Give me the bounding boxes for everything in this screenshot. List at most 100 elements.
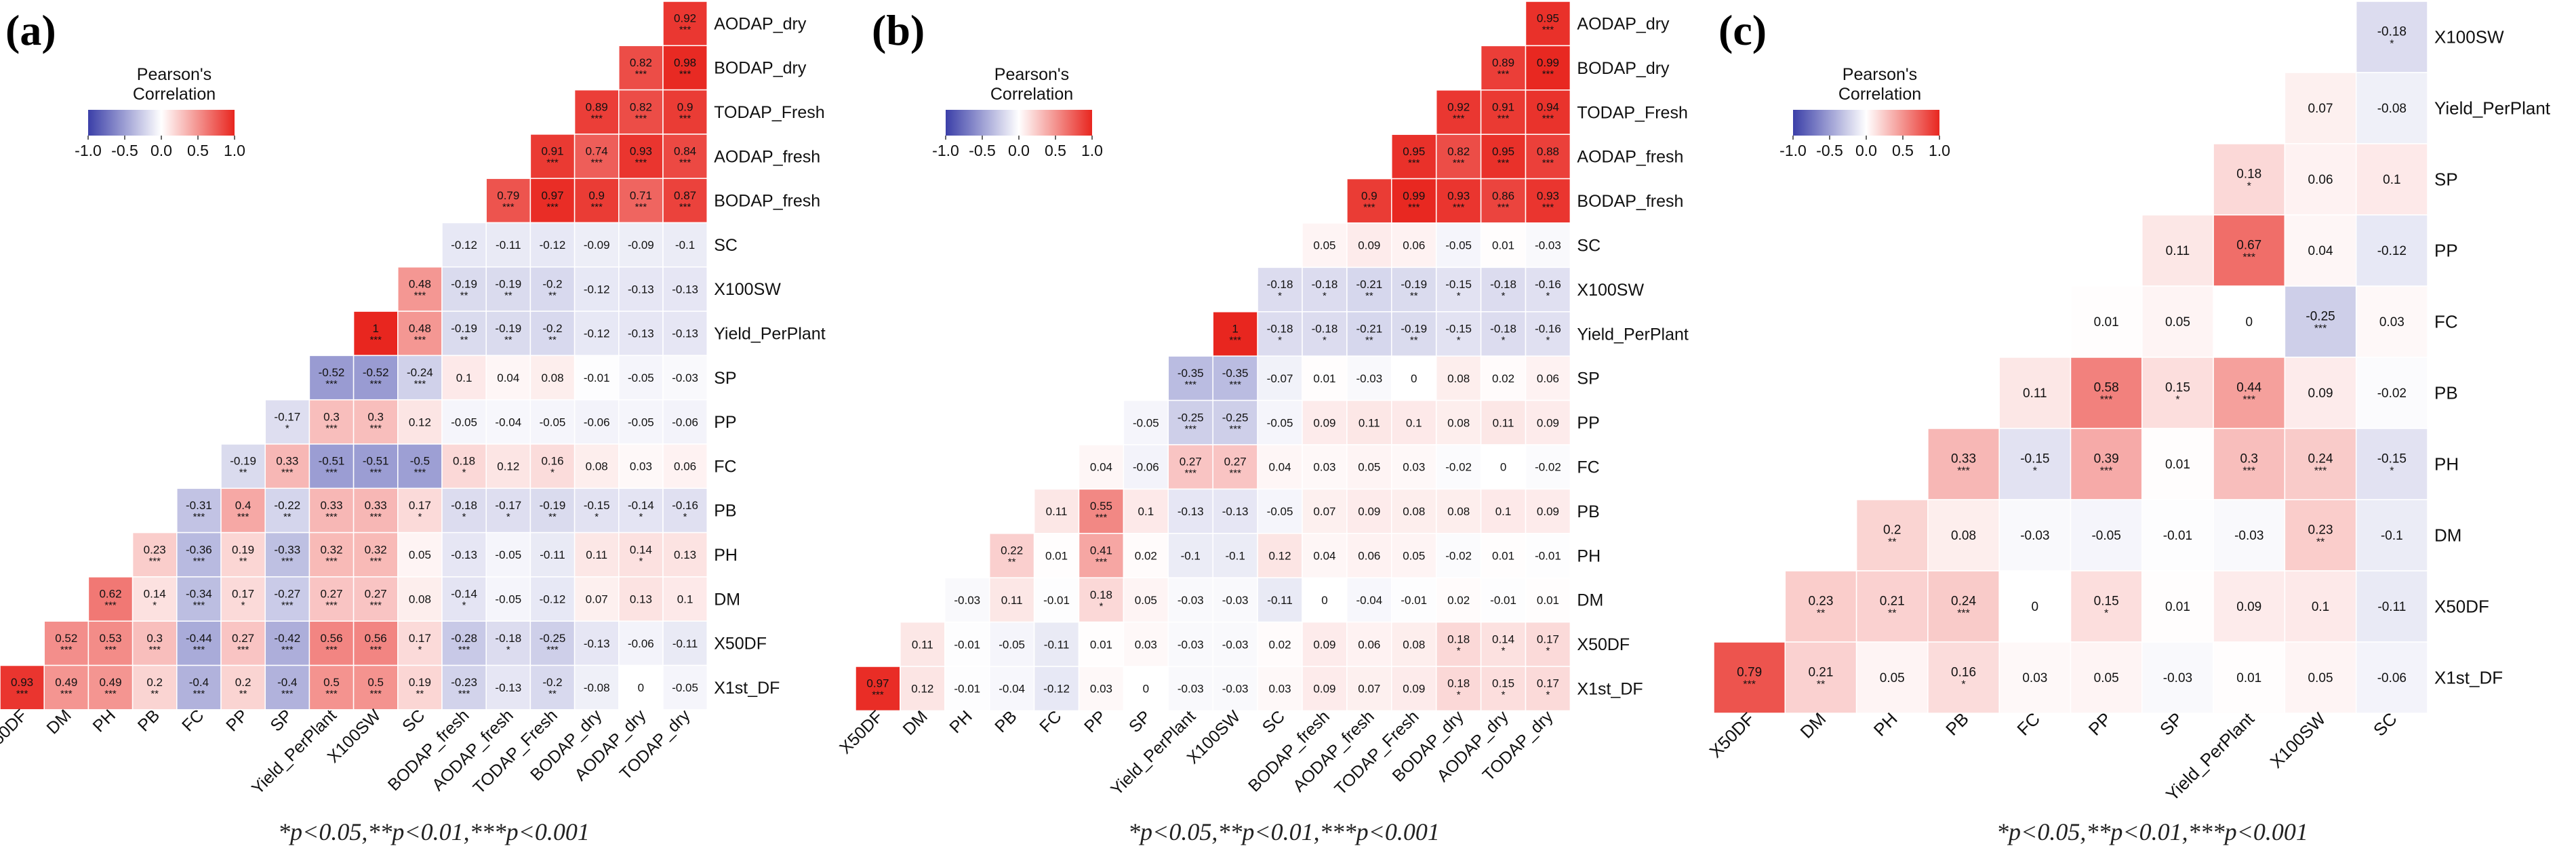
cell-value: 0.14 [144, 588, 166, 601]
cell-value: -0.13 [584, 637, 610, 650]
cell-value: -0.15 [2020, 452, 2049, 466]
cell-value: 0.03 [2379, 315, 2404, 329]
cell-value: -0.22 [274, 499, 300, 512]
row-label: X50DF [714, 635, 767, 654]
heatmap-cell [1525, 45, 1571, 91]
cell-significance: *** [193, 555, 205, 567]
row-label: BODAP_fresh [1577, 192, 1683, 211]
cell-value: -0.13 [672, 283, 698, 296]
cell-value: 0.05 [409, 548, 431, 561]
cell-significance: *** [1229, 335, 1241, 346]
heatmap-cell [618, 266, 664, 312]
cell-value: 0.1 [2383, 173, 2400, 187]
row-label: SC [714, 236, 738, 255]
row-label: Yield_PerPlant [2434, 98, 2551, 119]
column-label: SP [1125, 707, 1154, 736]
cell-significance: *** [1542, 68, 1554, 80]
cell-significance: *** [458, 644, 470, 656]
cell-value: -0.06 [1133, 461, 1159, 474]
heatmap-cell [1435, 577, 1482, 623]
cell-value: 0.93 [11, 676, 33, 689]
cell-significance: * [285, 422, 289, 434]
heatmap-cell [1525, 1, 1571, 47]
heatmap-cell [662, 355, 708, 401]
cell-value: 0.97 [866, 677, 889, 690]
heatmap-cell [308, 664, 355, 710]
cell-significance: *** [1184, 468, 1196, 479]
cell-value: -0.1 [2381, 529, 2403, 543]
cell-value: -0.05 [1445, 239, 1472, 252]
heatmap-cell [353, 443, 399, 489]
cell-value: -0.19 [1401, 323, 1427, 336]
cell-value: 0.11 [2023, 386, 2047, 401]
heatmap-cell [2355, 570, 2428, 643]
cell-value: -0.04 [495, 416, 521, 428]
cell-value: -0.05 [999, 638, 1025, 651]
cell-value: -0.42 [274, 632, 300, 645]
heatmap-cell [1346, 178, 1392, 224]
cell-value: -0.36 [186, 543, 212, 556]
heatmap-cell [2070, 285, 2143, 358]
row-label: FC [2434, 312, 2458, 332]
heatmap-cell [1435, 355, 1482, 401]
cell-significance: *** [369, 378, 382, 390]
heatmap-cell [176, 576, 222, 622]
heatmap-cell [441, 311, 487, 357]
cell-value: -0.51 [319, 455, 345, 468]
heatmap-cell [264, 487, 310, 534]
cell-significance: *** [193, 644, 205, 656]
heatmap-cell [2141, 641, 2214, 714]
heatmap-cell [1302, 533, 1348, 578]
heatmap-cell [662, 487, 708, 534]
heatmap-cell [2213, 428, 2286, 500]
cell-value: -0.15 [1445, 278, 1472, 291]
cell-value: -0.05 [672, 681, 698, 694]
cell-value: -0.11 [1267, 594, 1293, 607]
row-label: PP [714, 413, 736, 432]
heatmap-cell [220, 664, 266, 710]
cell-value: 0.03 [1269, 683, 1291, 696]
cell-value: 0.3 [367, 410, 384, 423]
cell-significance: * [462, 511, 466, 523]
cell-significance: * [595, 511, 599, 523]
cell-significance: * [418, 644, 422, 656]
cell-value: -0.16 [1535, 278, 1561, 291]
heatmap-cell [1713, 641, 1786, 714]
cell-significance: *** [546, 201, 559, 213]
heatmap-cell [1078, 666, 1125, 712]
cell-significance: * [153, 600, 157, 612]
cell-value: -0.16 [1535, 323, 1561, 336]
cell-value: -0.18 [1267, 323, 1293, 336]
cell-value: 0.17 [1537, 633, 1559, 645]
cell-significance: * [1278, 290, 1282, 302]
heatmap-cell [397, 399, 443, 445]
cell-value: 0.3 [323, 410, 340, 423]
cell-value: -0.34 [186, 588, 212, 601]
legend-tick-label: 1.0 [1929, 142, 1950, 159]
panel-a-legend-title: Pearson's Correlation [59, 65, 289, 104]
cell-significance: *** [369, 644, 382, 656]
cell-value: 0.03 [1090, 683, 1112, 696]
heatmap-cell [1212, 311, 1258, 357]
heatmap-cell [2355, 1, 2428, 73]
heatmap-cell [308, 576, 355, 622]
legend-tick-label: -1.0 [932, 142, 959, 159]
heatmap-cell [220, 487, 266, 534]
cell-value: 0.21 [1880, 595, 1905, 609]
cell-significance: * [1546, 290, 1550, 302]
cell-significance: ** [283, 511, 291, 523]
cell-significance: *** [1542, 157, 1554, 169]
heatmap-cell [132, 620, 178, 666]
cell-significance: *** [237, 511, 249, 523]
heatmap-cell [1212, 666, 1258, 712]
heatmap-cell [2213, 214, 2286, 287]
cell-significance: *** [2242, 395, 2255, 406]
heatmap-cell [1033, 488, 1080, 534]
cell-significance: *** [2242, 466, 2255, 477]
cell-value: 0.88 [1537, 145, 1559, 158]
heatmap-cell [485, 487, 531, 534]
cell-significance: * [1457, 689, 1461, 701]
heatmap-cell [1998, 570, 2072, 643]
heatmap-cell [87, 576, 134, 622]
heatmap-cell [1525, 89, 1571, 135]
